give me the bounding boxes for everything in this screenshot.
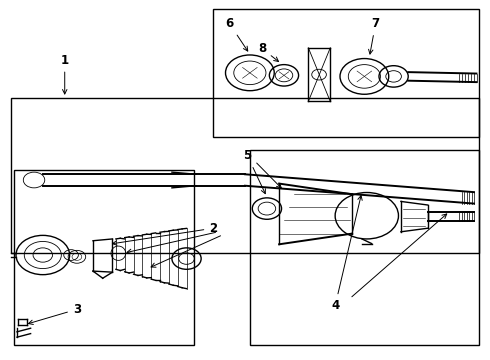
Text: 3: 3 <box>28 303 81 324</box>
Bar <box>11 98 479 253</box>
Text: 7: 7 <box>368 17 380 54</box>
Bar <box>14 170 194 345</box>
Bar <box>250 150 479 345</box>
Text: 4: 4 <box>331 195 362 312</box>
Text: 6: 6 <box>225 17 248 51</box>
Text: 1: 1 <box>61 54 69 67</box>
Bar <box>213 9 479 137</box>
Text: 2: 2 <box>112 222 218 245</box>
Text: 8: 8 <box>258 42 278 62</box>
Text: 5: 5 <box>244 149 266 194</box>
